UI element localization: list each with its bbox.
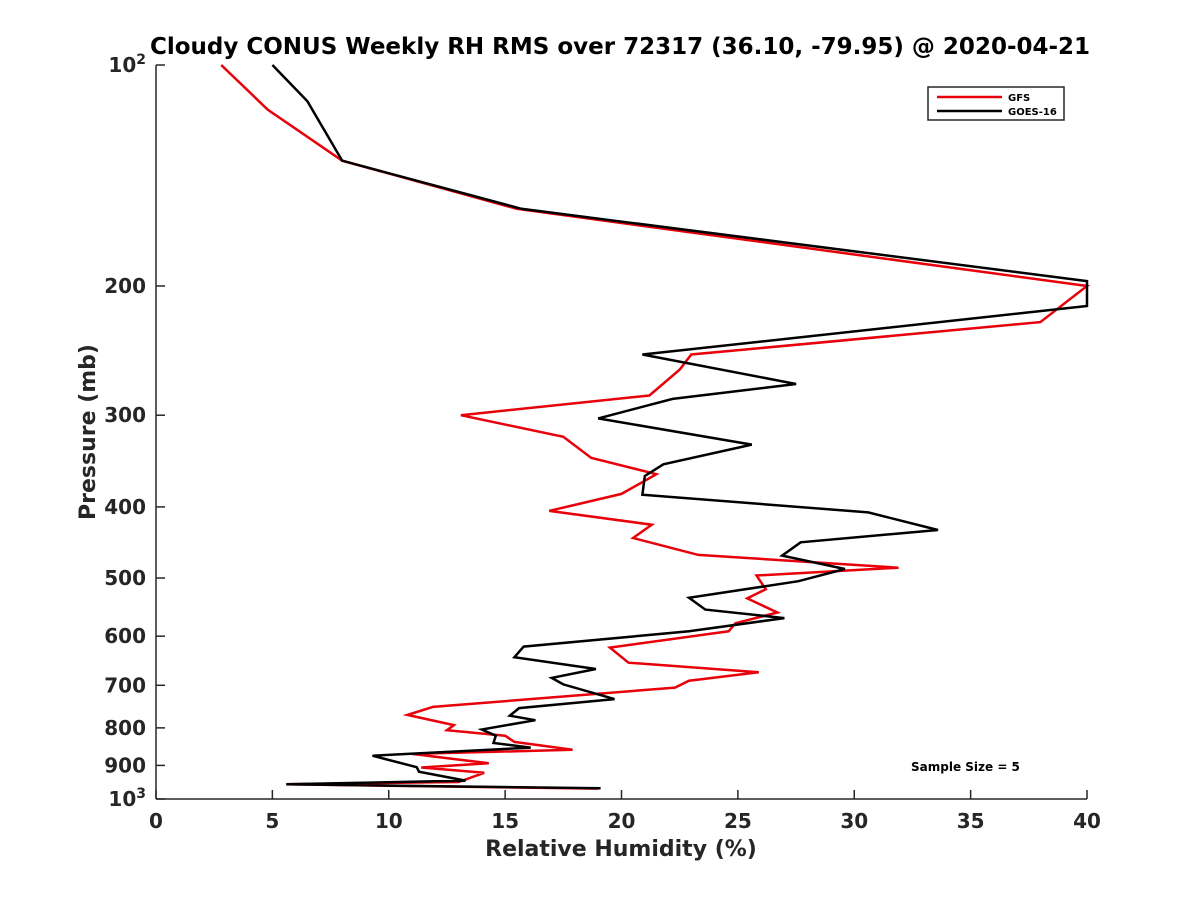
y-tick-label: 300 xyxy=(104,403,146,427)
x-tick-label: 15 xyxy=(491,809,519,833)
legend-label-goes16: GOES-16 xyxy=(1008,107,1057,118)
x-tick-label: 5 xyxy=(265,809,279,833)
y-tick-label: 200 xyxy=(104,274,146,298)
x-axis-title: Relative Humidity (%) xyxy=(485,837,757,862)
plot-series xyxy=(220,64,1091,790)
y-tick-label: 800 xyxy=(104,716,146,740)
y-tick-label: 700 xyxy=(104,673,146,697)
y-tick-label: 400 xyxy=(104,495,146,519)
x-tick-label: 35 xyxy=(957,809,985,833)
y-tick-label: 500 xyxy=(104,566,146,590)
legend: GFS GOES-16 xyxy=(927,86,1065,121)
legend-label-gfs: GFS xyxy=(1008,93,1030,104)
y-tick-label: 600 xyxy=(104,624,146,648)
y-tick-label: 102 xyxy=(108,52,146,77)
x-tick-label: 20 xyxy=(608,809,636,833)
chart-title: Cloudy CONUS Weekly RH RMS over 72317 (3… xyxy=(150,34,1090,60)
y-tick-label: 103 xyxy=(108,786,146,811)
x-tick-label: 10 xyxy=(375,809,403,833)
series-line-goes-16 xyxy=(271,64,1089,790)
axes xyxy=(155,65,1087,800)
series-line-gfs xyxy=(220,64,1091,790)
y-tick-label: 900 xyxy=(104,753,146,777)
x-tick-label: 30 xyxy=(840,809,868,833)
x-tick-label: 40 xyxy=(1073,809,1101,833)
x-tick-label: 25 xyxy=(724,809,752,833)
sample-size-annotation: Sample Size = 5 xyxy=(911,760,1020,774)
legend-box xyxy=(927,86,1065,121)
y-ticks: 102 200 300 400 500 600 700 800 900 103 xyxy=(104,52,165,811)
y-axis-title: Pressure (mb) xyxy=(76,344,101,520)
x-ticks: 0 5 10 15 20 25 30 35 40 xyxy=(149,790,1101,833)
x-tick-label: 0 xyxy=(149,809,163,833)
